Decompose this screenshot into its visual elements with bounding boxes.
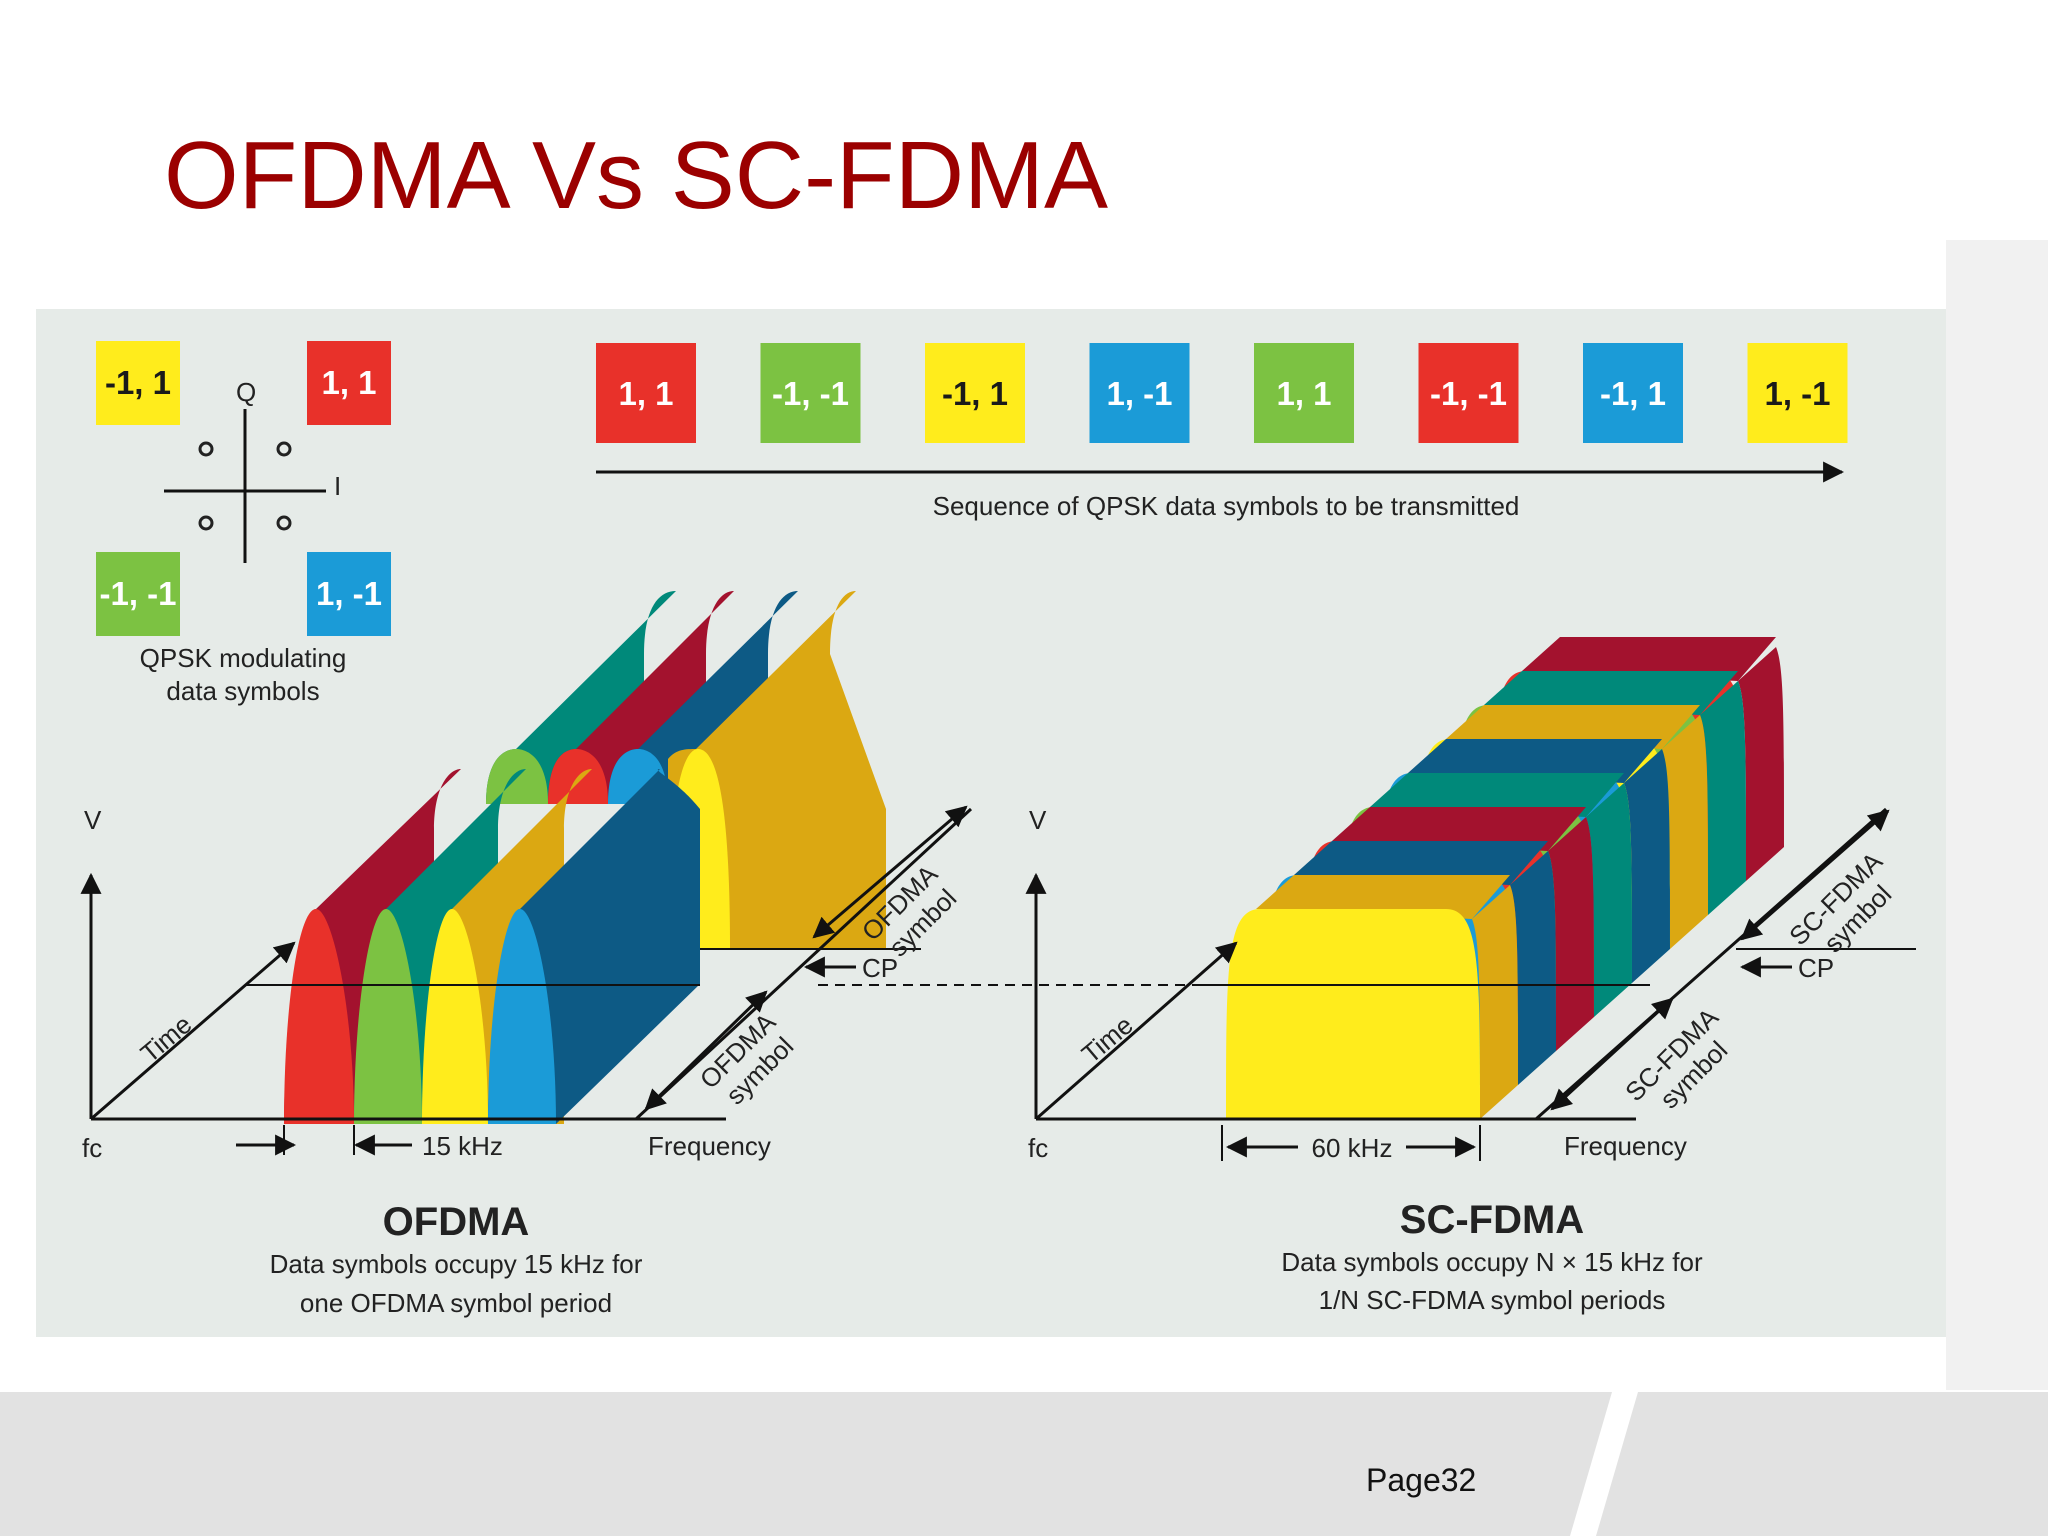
frequency-axis-label: Frequency	[648, 1131, 771, 1161]
fc-label: fc	[1028, 1133, 1048, 1163]
ofdma-diagram: V Time fc 15 kHz Frequency CP OFDMA symb…	[80, 591, 973, 1318]
sequence-symbol-box	[596, 343, 696, 443]
scfdma-slab-side	[1548, 817, 1594, 1051]
sequence-symbol-label: 1, 1	[618, 375, 673, 412]
sequence-symbol-label: -1, 1	[942, 375, 1008, 412]
constellation-point	[198, 441, 214, 457]
scfdma-caption: 1/N SC-FDMA symbol periods	[1319, 1285, 1666, 1315]
sequence-symbol-box	[1089, 343, 1190, 443]
i-axis-label: I	[334, 471, 341, 501]
scfdma-slab-top	[1446, 705, 1700, 749]
symbol-label: -1, -1	[99, 575, 176, 612]
fc-label: fc	[82, 1133, 102, 1163]
symbol-box	[307, 552, 391, 636]
sequence-symbol-label: 1, -1	[1764, 375, 1830, 412]
sequence-symbol-label: 1, 1	[1276, 375, 1331, 412]
scfdma-caption: Data symbols occupy N × 15 kHz for	[1281, 1247, 1703, 1277]
footer-accent-stripe	[1570, 1392, 1638, 1536]
symbol-label: -1, 1	[105, 364, 171, 401]
symbol-label: 1, -1	[316, 575, 382, 612]
scfdma-slab-side	[1586, 783, 1632, 1017]
bandwidth-label: 60 kHz	[1312, 1133, 1393, 1163]
constellation-point	[276, 515, 292, 531]
scfdma-slab-top	[1370, 773, 1624, 817]
sequence-symbol-label: -1, 1	[1600, 375, 1666, 412]
footer-band	[0, 1392, 2048, 1536]
sequence-symbol-box	[1254, 343, 1354, 443]
qpsk-constellation: Q I -1, 1 1, 1 -1, -1 1, -1 QPSK modulat…	[96, 341, 391, 706]
scfdma-slab-side	[1510, 851, 1556, 1085]
sequence-symbol-box	[925, 343, 1025, 443]
scfdma-slab-top	[1294, 841, 1548, 885]
sequence-symbol-box	[1747, 343, 1848, 443]
scfdma-slab-side	[1624, 749, 1670, 983]
symbol-box	[96, 341, 180, 425]
scfdma-slab-side	[1472, 885, 1518, 1119]
scfdma-slab-side	[1662, 715, 1708, 949]
v-axis-label: V	[1029, 805, 1047, 835]
sequence-symbol-box	[1583, 343, 1683, 443]
page-number: Page32	[1366, 1462, 1477, 1498]
scfdma-slab-top	[1522, 637, 1776, 681]
q-axis-label: Q	[236, 377, 256, 407]
scfdma-heading: SC-FDMA	[1400, 1198, 1584, 1242]
sequence-symbol-label: -1, -1	[772, 375, 849, 412]
sequence-symbol-box	[1418, 343, 1519, 443]
constellation-caption: data symbols	[166, 676, 319, 706]
constellation-point	[276, 441, 292, 457]
ofdma-vs-scfdma-figure: Q I -1, 1 1, 1 -1, -1 1, -1 QPSK modulat…	[36, 309, 1946, 1337]
scfdma-slab-top	[1256, 875, 1510, 919]
cp-label: CP	[862, 953, 898, 983]
frequency-axis-label: Frequency	[1564, 1131, 1687, 1161]
ofdma-heading: OFDMA	[383, 1200, 530, 1244]
ofdma-caption: Data symbols occupy 15 kHz for	[270, 1249, 643, 1279]
constellation-point	[198, 515, 214, 531]
slide-title: OFDMA Vs SC-FDMA	[164, 122, 1109, 229]
sequence-symbol-box	[760, 343, 861, 443]
scfdma-slab-side	[1700, 681, 1746, 915]
v-axis-label: V	[84, 805, 102, 835]
scfdma-slab-top	[1484, 671, 1738, 715]
scfdma-slab-front	[1226, 909, 1480, 1119]
bandwidth-label: 15 kHz	[422, 1131, 503, 1161]
symbol-box	[307, 341, 391, 425]
scfdma-slab-top	[1332, 807, 1586, 851]
ofdma-caption: one OFDMA symbol period	[300, 1288, 612, 1318]
cp-label: CP	[1798, 953, 1834, 983]
scfdma-slab-top	[1408, 739, 1662, 783]
symbol-label: 1, 1	[321, 364, 376, 401]
sequence-caption: Sequence of QPSK data symbols to be tran…	[933, 491, 1520, 521]
qpsk-sequence: Sequence of QPSK data symbols to be tran…	[596, 343, 1848, 521]
sequence-symbol-label: 1, -1	[1106, 375, 1172, 412]
constellation-caption: QPSK modulating	[140, 643, 347, 673]
sequence-symbol-label: -1, -1	[1430, 375, 1507, 412]
symbol-box	[96, 552, 180, 636]
